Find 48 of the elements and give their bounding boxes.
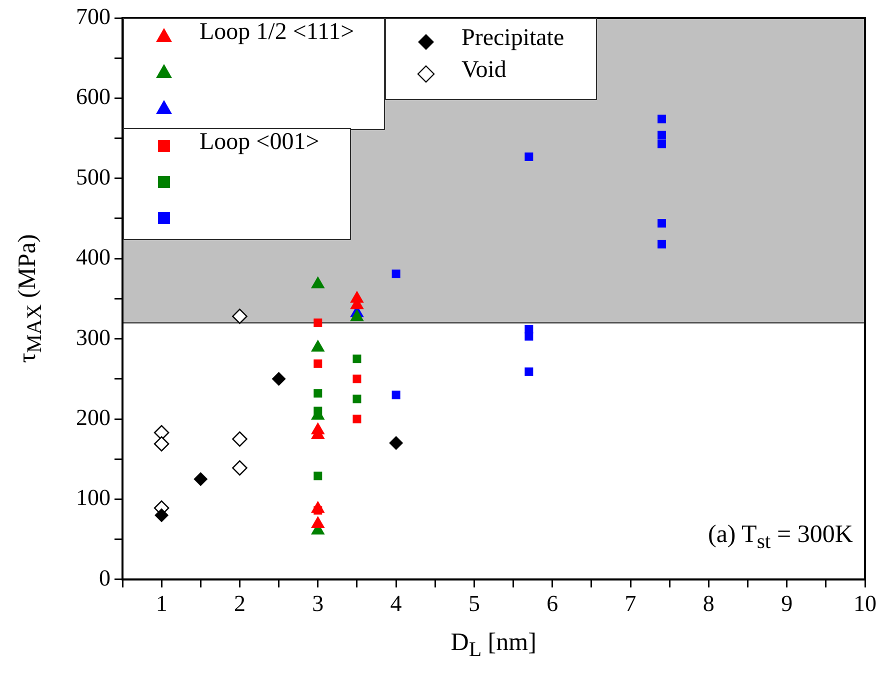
- point: [352, 354, 362, 364]
- y-tick-label: 500: [76, 164, 110, 190]
- y-tick-label: 700: [76, 4, 110, 30]
- x-tick-label: 7: [624, 591, 636, 616]
- point: [232, 308, 248, 324]
- x-tick-label: 2: [234, 591, 246, 616]
- legend-label: Precipitate: [462, 25, 564, 52]
- legend-label: Void: [462, 57, 506, 84]
- point: [232, 431, 248, 447]
- point: [352, 394, 362, 404]
- y-tick-label: 0: [99, 565, 110, 590]
- y-tick-label: 400: [76, 244, 110, 270]
- x-tick-label: 1: [156, 591, 168, 616]
- point: [524, 367, 534, 376]
- point: [314, 318, 322, 328]
- point: [314, 359, 322, 368]
- point: [154, 508, 169, 522]
- point: [658, 219, 666, 228]
- legend-label: Loop 1/2 <111>: [200, 19, 354, 46]
- y-tick-label: 600: [76, 84, 110, 110]
- x-tick-label: 4: [390, 591, 402, 616]
- x-axis-title: D$_{L}$ [nm]: [450, 629, 536, 662]
- point: [389, 436, 404, 450]
- y-tick-label: 100: [76, 485, 110, 510]
- point: [658, 140, 666, 148]
- point: [658, 114, 666, 124]
- point: [392, 390, 400, 400]
- point: [194, 472, 208, 486]
- x-tick-label: 9: [781, 591, 793, 616]
- point: [352, 414, 362, 424]
- y-tick-label: 200: [76, 405, 110, 430]
- point: [658, 240, 666, 248]
- x-tick-label: 5: [468, 591, 480, 616]
- annotation: (a) T$_{st}$ = 300K: [708, 521, 853, 554]
- legend-label: Loop <001>: [200, 129, 320, 156]
- point: [314, 389, 322, 398]
- x-tick-label: 10: [854, 591, 876, 616]
- point: [392, 270, 400, 278]
- x-tick-label: 3: [312, 591, 324, 616]
- point: [314, 472, 322, 480]
- point: [524, 332, 534, 341]
- y-tick-label: 300: [76, 324, 110, 350]
- point: [352, 374, 362, 384]
- x-tick-label: 8: [702, 591, 714, 616]
- point: [658, 130, 666, 140]
- point: [272, 372, 286, 386]
- point: [524, 152, 534, 161]
- x-tick-label: 6: [546, 591, 558, 616]
